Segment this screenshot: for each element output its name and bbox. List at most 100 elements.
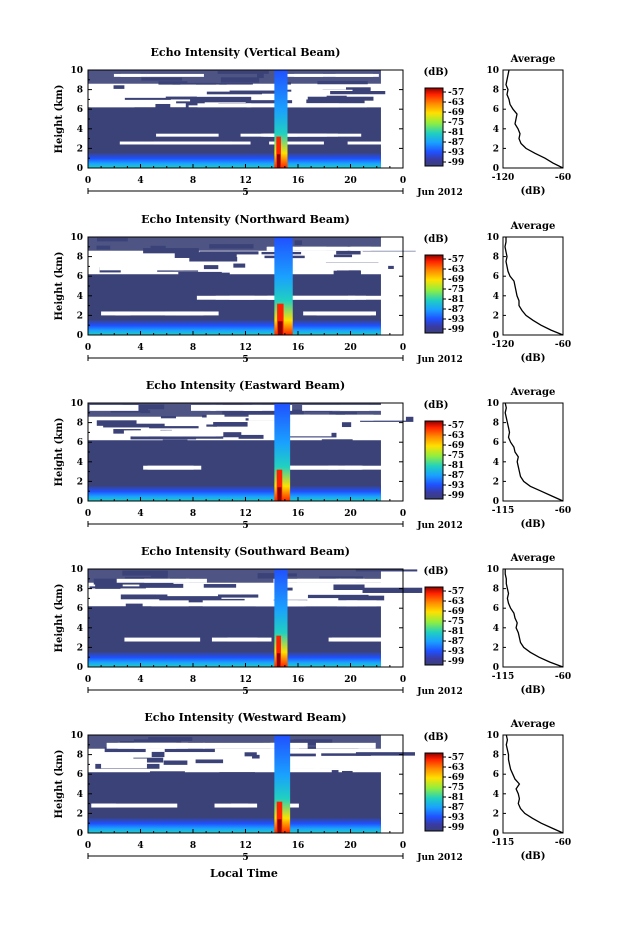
colorbar bbox=[424, 420, 444, 500]
y-tick-label: 8 bbox=[77, 585, 83, 595]
y-tick-label: 10 bbox=[70, 233, 83, 243]
colorbar-tick-label: -87 bbox=[448, 803, 464, 813]
average-y-tick-label: 6 bbox=[493, 438, 499, 448]
colorbar-tick-label: -93 bbox=[448, 148, 464, 158]
y-tick-label: 8 bbox=[77, 419, 83, 429]
echo-top-band bbox=[88, 70, 381, 84]
echo-fragment bbox=[133, 757, 164, 763]
echo-fragment bbox=[124, 97, 171, 100]
y-axis-label: Height (km) bbox=[54, 85, 65, 154]
average-y-tick-label: 2 bbox=[493, 311, 499, 321]
echo-gap bbox=[190, 404, 216, 411]
echo-fragment bbox=[163, 760, 188, 765]
event-core bbox=[276, 136, 281, 168]
x-tick-label: 8 bbox=[190, 675, 196, 685]
colorbar-unit: (dB) bbox=[424, 732, 449, 743]
echo-fragment bbox=[195, 759, 224, 764]
average-y-tick-label: 4 bbox=[493, 125, 499, 135]
average-frame bbox=[502, 69, 564, 169]
average-y-tick-label: 8 bbox=[493, 751, 499, 761]
colorbar-tick-label: -69 bbox=[448, 108, 464, 118]
echo-gap bbox=[132, 430, 149, 437]
day-label: 5 bbox=[242, 188, 248, 198]
echo-gap bbox=[297, 578, 341, 583]
echo-gap bbox=[183, 141, 233, 145]
colorbar-tick-label: -99 bbox=[448, 325, 464, 335]
x-tick-label: 12 bbox=[239, 841, 252, 851]
event-core bbox=[276, 469, 283, 501]
echo-fragment bbox=[217, 592, 259, 598]
colorbar bbox=[424, 254, 444, 334]
average-y-tick-label: 8 bbox=[493, 419, 499, 429]
echo-gap bbox=[266, 246, 327, 251]
colorbar-tick-label: -57 bbox=[448, 255, 464, 265]
heatmap bbox=[88, 70, 426, 168]
x-tick-label: 0 bbox=[85, 176, 91, 186]
echo-gap bbox=[275, 295, 356, 300]
echo-gap bbox=[156, 133, 219, 137]
colorbar-unit: (dB) bbox=[424, 400, 449, 411]
boundary-layer bbox=[88, 152, 381, 168]
echo-fragment bbox=[189, 256, 238, 262]
echo-gap bbox=[287, 758, 383, 769]
average-y-tick-label: 6 bbox=[493, 770, 499, 780]
echo-gap bbox=[338, 578, 423, 583]
event-core-max bbox=[278, 321, 283, 335]
echo-fragment bbox=[333, 584, 365, 591]
x-tick-label: 12 bbox=[239, 343, 252, 353]
y-tick-label: 0 bbox=[77, 164, 83, 174]
echo-fragment bbox=[139, 583, 184, 588]
echo-fragment bbox=[159, 596, 222, 602]
average-title: Average bbox=[510, 387, 556, 398]
average-x-tick-label: -115 bbox=[492, 506, 515, 516]
echo-fragment bbox=[322, 87, 371, 90]
y-tick-label: 6 bbox=[77, 105, 83, 115]
average-x-tick-label: -60 bbox=[555, 672, 571, 682]
echo-fragment bbox=[130, 435, 197, 440]
echo-gap bbox=[146, 73, 204, 77]
y-tick-label: 8 bbox=[77, 751, 83, 761]
echo-gap bbox=[286, 465, 362, 470]
colorbar-tick-label: -81 bbox=[448, 295, 464, 305]
y-tick-label: 4 bbox=[77, 458, 83, 468]
average-y-tick-label: 6 bbox=[493, 604, 499, 614]
average-frame bbox=[502, 402, 564, 502]
average-frame bbox=[502, 236, 564, 336]
colorbar-tick-label: -93 bbox=[448, 813, 464, 823]
echo-gap bbox=[120, 73, 147, 77]
echo-fragment bbox=[174, 252, 237, 258]
colorbar-unit: (dB) bbox=[424, 566, 449, 577]
colorbar-tick-label: -57 bbox=[448, 421, 464, 431]
colorbar bbox=[424, 752, 444, 832]
colorbar-tick-label: -63 bbox=[448, 431, 464, 441]
average-title: Average bbox=[510, 221, 556, 232]
echo-fragment bbox=[229, 90, 276, 94]
echo-gap bbox=[110, 803, 178, 808]
colorbar-tick-label: -75 bbox=[448, 285, 464, 295]
average-y-tick-label: 10 bbox=[486, 399, 499, 409]
echo-gap bbox=[111, 590, 174, 595]
average-xlabel: (dB) bbox=[521, 851, 546, 862]
event-core bbox=[276, 801, 283, 833]
average-y-tick-label: 8 bbox=[493, 585, 499, 595]
day-label: 5 bbox=[242, 355, 248, 365]
colorbar-tick-label: -87 bbox=[448, 637, 464, 647]
x-tick-label: 0 bbox=[400, 176, 406, 186]
colorbar-tick-label: -87 bbox=[448, 305, 464, 315]
average-x-tick-label: -60 bbox=[555, 838, 571, 848]
x-tick-label: 8 bbox=[190, 176, 196, 186]
boundary-layer bbox=[88, 817, 381, 833]
echo-fragment bbox=[252, 754, 260, 760]
average-frame bbox=[502, 734, 564, 834]
y-tick-label: 0 bbox=[77, 497, 83, 507]
colorbar-tick-label: -69 bbox=[448, 275, 464, 285]
y-tick-label: 0 bbox=[77, 829, 83, 839]
average-y-tick-label: 10 bbox=[486, 233, 499, 243]
y-tick-label: 6 bbox=[77, 272, 83, 282]
echo-fragment bbox=[206, 424, 217, 427]
x-tick-label: 4 bbox=[137, 675, 143, 685]
echo-gap bbox=[180, 84, 197, 90]
echo-gap bbox=[269, 141, 324, 145]
colorbar-tick-label: -87 bbox=[448, 471, 464, 481]
